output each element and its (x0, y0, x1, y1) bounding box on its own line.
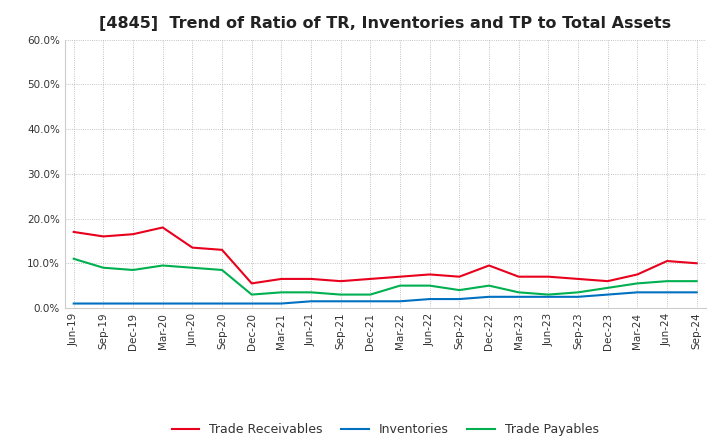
Inventories (217, 301, 226, 306)
Inventories (336, 299, 345, 304)
Line: Trade Receivables: Trade Receivables (73, 227, 697, 283)
Trade Payables (662, 279, 671, 284)
Trade Payables (277, 290, 286, 295)
Inventories (277, 301, 286, 306)
Trade Payables (99, 265, 108, 270)
Inventories (248, 301, 256, 306)
Trade Receivables (217, 247, 226, 253)
Trade Payables (455, 287, 464, 293)
Trade Payables (426, 283, 434, 288)
Trade Payables (69, 256, 78, 261)
Trade Receivables (99, 234, 108, 239)
Inventories (574, 294, 582, 300)
Trade Receivables (455, 274, 464, 279)
Trade Receivables (396, 274, 405, 279)
Line: Trade Payables: Trade Payables (73, 259, 697, 295)
Trade Receivables (633, 272, 642, 277)
Trade Payables (366, 292, 374, 297)
Trade Payables (217, 268, 226, 273)
Trade Receivables (485, 263, 493, 268)
Trade Receivables (188, 245, 197, 250)
Inventories (188, 301, 197, 306)
Trade Payables (485, 283, 493, 288)
Trade Receivables (248, 281, 256, 286)
Trade Receivables (158, 225, 167, 230)
Inventories (603, 292, 612, 297)
Inventories (485, 294, 493, 300)
Inventories (544, 294, 553, 300)
Trade Receivables (129, 231, 138, 237)
Inventories (662, 290, 671, 295)
Trade Payables (514, 290, 523, 295)
Trade Payables (336, 292, 345, 297)
Inventories (307, 299, 315, 304)
Trade Payables (693, 279, 701, 284)
Trade Receivables (426, 272, 434, 277)
Trade Payables (248, 292, 256, 297)
Trade Payables (574, 290, 582, 295)
Trade Receivables (514, 274, 523, 279)
Legend: Trade Receivables, Inventories, Trade Payables: Trade Receivables, Inventories, Trade Pa… (166, 418, 604, 440)
Line: Inventories: Inventories (73, 292, 697, 304)
Trade Receivables (662, 258, 671, 264)
Trade Payables (129, 268, 138, 273)
Trade Payables (633, 281, 642, 286)
Trade Payables (544, 292, 553, 297)
Inventories (633, 290, 642, 295)
Trade Receivables (277, 276, 286, 282)
Inventories (396, 299, 405, 304)
Inventories (366, 299, 374, 304)
Inventories (693, 290, 701, 295)
Trade Receivables (693, 260, 701, 266)
Inventories (129, 301, 138, 306)
Trade Receivables (544, 274, 553, 279)
Trade Receivables (366, 276, 374, 282)
Trade Payables (158, 263, 167, 268)
Inventories (455, 297, 464, 302)
Trade Receivables (69, 229, 78, 235)
Trade Receivables (603, 279, 612, 284)
Inventories (158, 301, 167, 306)
Inventories (99, 301, 108, 306)
Trade Receivables (574, 276, 582, 282)
Inventories (514, 294, 523, 300)
Inventories (69, 301, 78, 306)
Trade Payables (307, 290, 315, 295)
Title: [4845]  Trend of Ratio of TR, Inventories and TP to Total Assets: [4845] Trend of Ratio of TR, Inventories… (99, 16, 671, 32)
Inventories (426, 297, 434, 302)
Trade Payables (603, 285, 612, 290)
Trade Receivables (336, 279, 345, 284)
Trade Receivables (307, 276, 315, 282)
Trade Payables (396, 283, 405, 288)
Trade Payables (188, 265, 197, 270)
